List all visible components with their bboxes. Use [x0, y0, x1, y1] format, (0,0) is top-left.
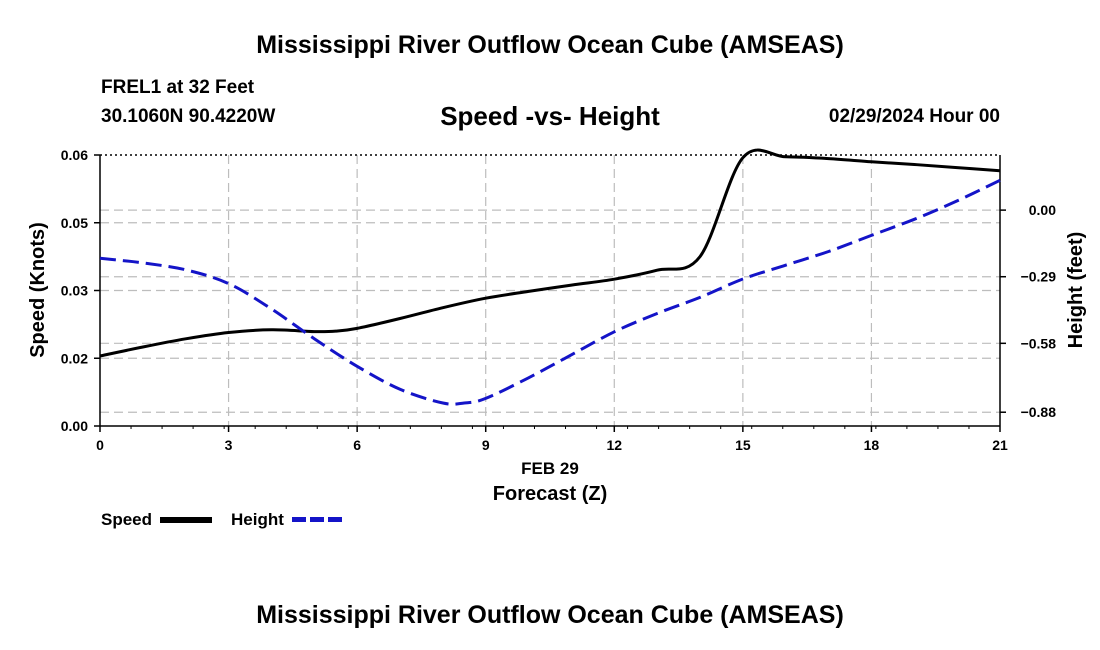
speed-series-line	[100, 150, 1000, 356]
y-right-tick-label: 0.00	[1029, 202, 1056, 218]
y-right-tick-label: −0.29	[1021, 269, 1057, 285]
height-series-line	[100, 180, 1000, 404]
y-tick-label: 0.02	[61, 350, 88, 366]
grid	[100, 155, 1000, 426]
x-axis-label: Forecast (Z)	[493, 483, 607, 505]
legend-speed-label: Speed	[101, 510, 152, 530]
x-tick-label: 6	[353, 437, 361, 453]
legend-speed-swatch	[160, 517, 212, 523]
x-tick-label: 12	[606, 437, 622, 453]
legend-height-swatch	[292, 517, 342, 522]
x-tick-label: 18	[864, 437, 880, 453]
y-axis-label: Speed (Knots)	[27, 222, 49, 358]
y-tick-label: 0.00	[61, 418, 88, 434]
chart-area: 0 3 6 9 12 15 18 21 0.00 0.02 0.03 0.05 0.06 0.00 −0.2…	[0, 0, 1100, 650]
legend-height-label: Height	[231, 510, 284, 530]
y-right-tick-label: −0.88	[1021, 404, 1057, 420]
y-tick-label: 0.06	[61, 147, 88, 163]
y-right-axis-label: Height (feet)	[1065, 232, 1087, 349]
x-tick-label: 0	[96, 437, 104, 453]
x-tick-label: 3	[225, 437, 233, 453]
y-tick-label: 0.05	[61, 215, 88, 231]
footer-title: Mississippi River Outflow Ocean Cube (AM…	[0, 601, 1100, 630]
axis-ticks: 0 3 6 9 12 15 18 21 0.00 0.02 0.03 0.05 0.06 0.00 −0.2…	[61, 147, 1056, 453]
y-right-tick-label: −0.58	[1021, 335, 1057, 351]
x-tick-label: 21	[992, 437, 1008, 453]
x-tick-label: 15	[735, 437, 751, 453]
y-tick-label: 0.03	[61, 283, 88, 299]
x-tick-label: 9	[482, 437, 490, 453]
x-axis-date-label: FEB 29	[521, 459, 579, 478]
